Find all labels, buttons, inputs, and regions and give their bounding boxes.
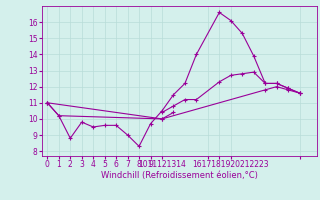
X-axis label: Windchill (Refroidissement éolien,°C): Windchill (Refroidissement éolien,°C) <box>101 171 258 180</box>
